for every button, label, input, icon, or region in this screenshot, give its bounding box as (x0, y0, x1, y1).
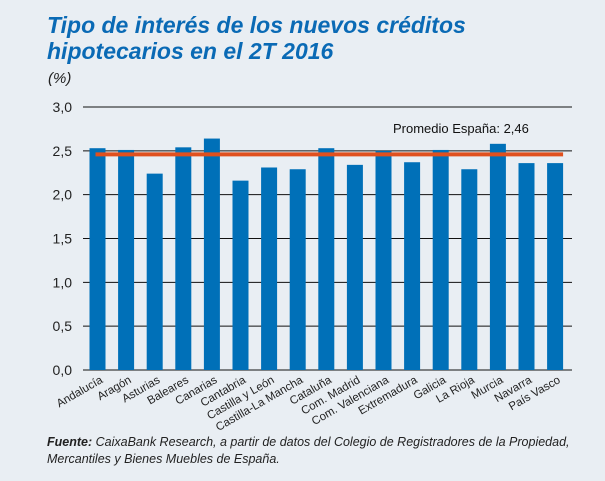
bar-3 (146, 173, 163, 370)
chart-title: Tipo de interés de los nuevos créditos h… (47, 12, 466, 64)
bar-17 (547, 163, 564, 370)
bar-8 (289, 169, 306, 370)
bar-4 (175, 147, 192, 370)
y-tick-label: 1,0 (53, 274, 73, 290)
bar-14 (461, 169, 478, 370)
bar-10 (346, 164, 363, 370)
bar-13 (432, 149, 449, 370)
y-tick-label: 0,0 (53, 362, 73, 378)
bar-12 (404, 162, 421, 370)
y-tick-label: 0,5 (53, 318, 73, 334)
bar-11 (375, 150, 392, 370)
y-tick-label: 1,5 (53, 231, 73, 247)
bar-9 (318, 148, 335, 370)
bar-5 (203, 138, 220, 370)
source-label: Fuente: (47, 435, 93, 449)
bar-1 (89, 148, 106, 370)
bar-6 (232, 180, 249, 370)
bar-2 (118, 149, 135, 370)
bar-15 (489, 143, 506, 370)
bar-16 (518, 163, 535, 370)
y-tick-label: 3,0 (53, 99, 73, 115)
source-text: CaixaBank Research, a partir de datos de… (47, 435, 570, 466)
bar-7 (261, 167, 278, 370)
y-axis-unit: (%) (48, 70, 72, 87)
average-label: Promedio España: 2,46 (393, 121, 529, 136)
y-tick-label: 2,0 (53, 187, 73, 203)
source-note: Fuente: CaixaBank Research, a partir de … (47, 434, 597, 468)
y-tick-label: 2,5 (53, 143, 73, 159)
